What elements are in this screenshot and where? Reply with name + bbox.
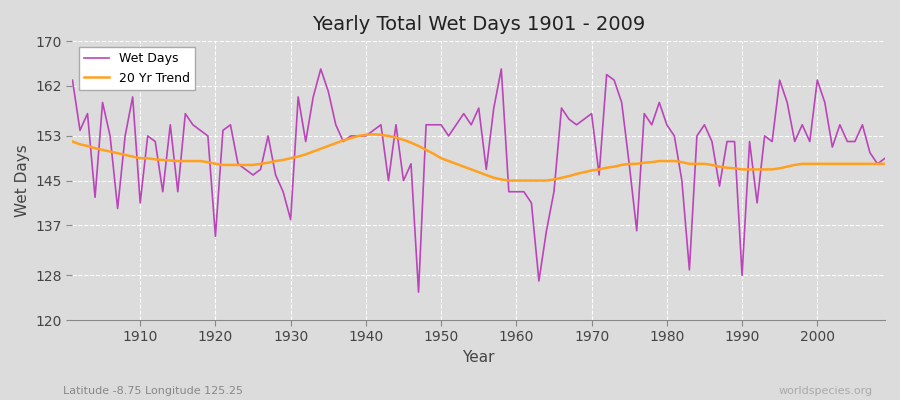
20 Yr Trend [127, 154, 138, 159]
20 Yr Trend [616, 162, 627, 167]
20 Yr Trend [518, 178, 529, 183]
20 Yr Trend [292, 154, 303, 159]
Wet Days [518, 189, 529, 194]
Text: Latitude -8.75 Longitude 125.25: Latitude -8.75 Longitude 125.25 [63, 386, 243, 396]
20 Yr Trend [68, 139, 78, 144]
20 Yr Trend [526, 178, 536, 183]
20 Yr Trend [503, 178, 514, 183]
20 Yr Trend [879, 162, 890, 166]
Title: Yearly Total Wet Days 1901 - 2009: Yearly Total Wet Days 1901 - 2009 [312, 15, 645, 34]
20 Yr Trend [368, 132, 379, 137]
Wet Days [879, 156, 890, 161]
Wet Days [127, 94, 138, 99]
Wet Days [616, 100, 627, 105]
Legend: Wet Days, 20 Yr Trend: Wet Days, 20 Yr Trend [78, 47, 194, 90]
20 Yr Trend [338, 138, 348, 143]
Wet Days [346, 134, 356, 138]
Wet Days [526, 200, 536, 205]
Wet Days [413, 290, 424, 294]
Text: worldspecies.org: worldspecies.org [778, 386, 873, 396]
Line: 20 Yr Trend: 20 Yr Trend [73, 134, 885, 180]
Wet Days [68, 78, 78, 82]
Line: Wet Days: Wet Days [73, 69, 885, 292]
Y-axis label: Wet Days: Wet Days [15, 144, 30, 217]
X-axis label: Year: Year [463, 350, 495, 365]
Wet Days [292, 94, 303, 99]
Wet Days [315, 67, 326, 72]
